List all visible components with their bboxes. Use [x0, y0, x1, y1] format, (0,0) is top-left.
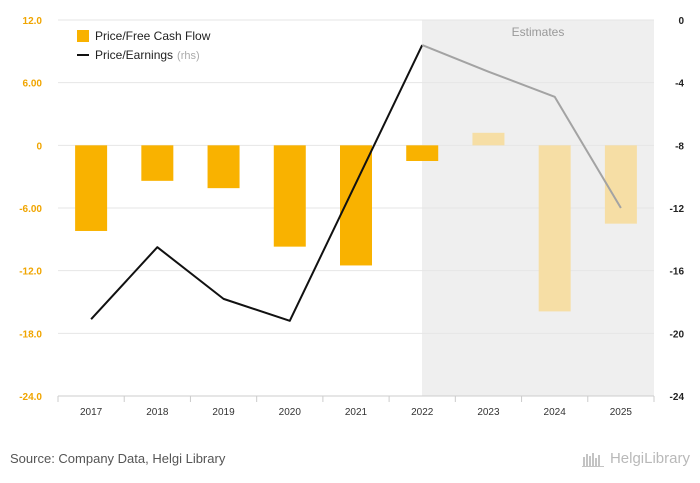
right-tick-label: -24 [670, 392, 685, 403]
right-axis: 0 -4 -8 -12 -16 -20 -24 [670, 16, 685, 403]
brand-name: HelgiLibrary [609, 450, 690, 467]
bar [538, 145, 571, 312]
x-tick-label: 2022 [411, 407, 434, 418]
legend-note-rhs: (rhs) [177, 50, 200, 62]
lines [90, 44, 622, 322]
pe-line-estimate [421, 44, 622, 209]
left-tick-label: -12.0 [19, 267, 42, 278]
bar [406, 145, 439, 161]
left-tick-label: 6.00 [23, 79, 43, 90]
x-tick-label: 2024 [544, 407, 567, 418]
left-tick-label: -18.0 [19, 329, 42, 340]
bar [604, 145, 637, 224]
legend-label-pfcf: Price/Free Cash Flow [95, 29, 211, 43]
estimates-label: Estimates [512, 25, 565, 39]
x-tick-label: 2020 [279, 407, 302, 418]
right-tick-label: -16 [670, 267, 685, 278]
x-tick-label: 2018 [146, 407, 169, 418]
legend-label-pe-group: Price/Earnings (rhs) [95, 48, 200, 62]
x-tick-label: 2021 [345, 407, 368, 418]
source-note: Source: Company Data, Helgi Library [10, 451, 226, 466]
left-tick-label: 0 [36, 141, 42, 152]
legend: Price/Free Cash Flow Price/Earnings (rhs) [77, 29, 211, 62]
left-tick-label: 12.0 [23, 16, 43, 27]
right-tick-label: -8 [675, 141, 684, 152]
bars [75, 132, 637, 312]
x-tick-label: 2017 [80, 407, 103, 418]
bar [273, 145, 306, 247]
legend-swatch-pfcf [77, 30, 89, 42]
legend-label-pe: Price/Earnings [95, 48, 173, 62]
chart: 12.0 6.00 0 -6.00 -12.0 -18.0 -24.0 0 -4 -8 -12 -1… [19, 16, 685, 418]
left-tick-label: -24.0 [19, 392, 42, 403]
bar [141, 145, 174, 181]
x-tick-label: 2019 [212, 407, 235, 418]
x-tick-label: 2025 [610, 407, 633, 418]
x-axis: 2017 2018 2019 2020 2021 2022 2023 2024 2025 [57, 396, 655, 418]
right-tick-label: -20 [670, 329, 685, 340]
brand-logo: HelgiLibrary [581, 450, 690, 467]
left-axis: 12.0 6.00 0 -6.00 -12.0 -18.0 -24.0 [19, 16, 42, 403]
x-tick-label: 2023 [477, 407, 500, 418]
right-tick-label: -4 [675, 79, 684, 90]
right-tick-label: 0 [678, 16, 684, 27]
bar [75, 145, 108, 231]
bar [207, 145, 240, 189]
bar [472, 132, 505, 146]
left-tick-label: -6.00 [19, 204, 42, 215]
right-tick-label: -12 [670, 204, 685, 215]
pe-line-actual [90, 44, 424, 322]
library-icon [581, 452, 604, 467]
